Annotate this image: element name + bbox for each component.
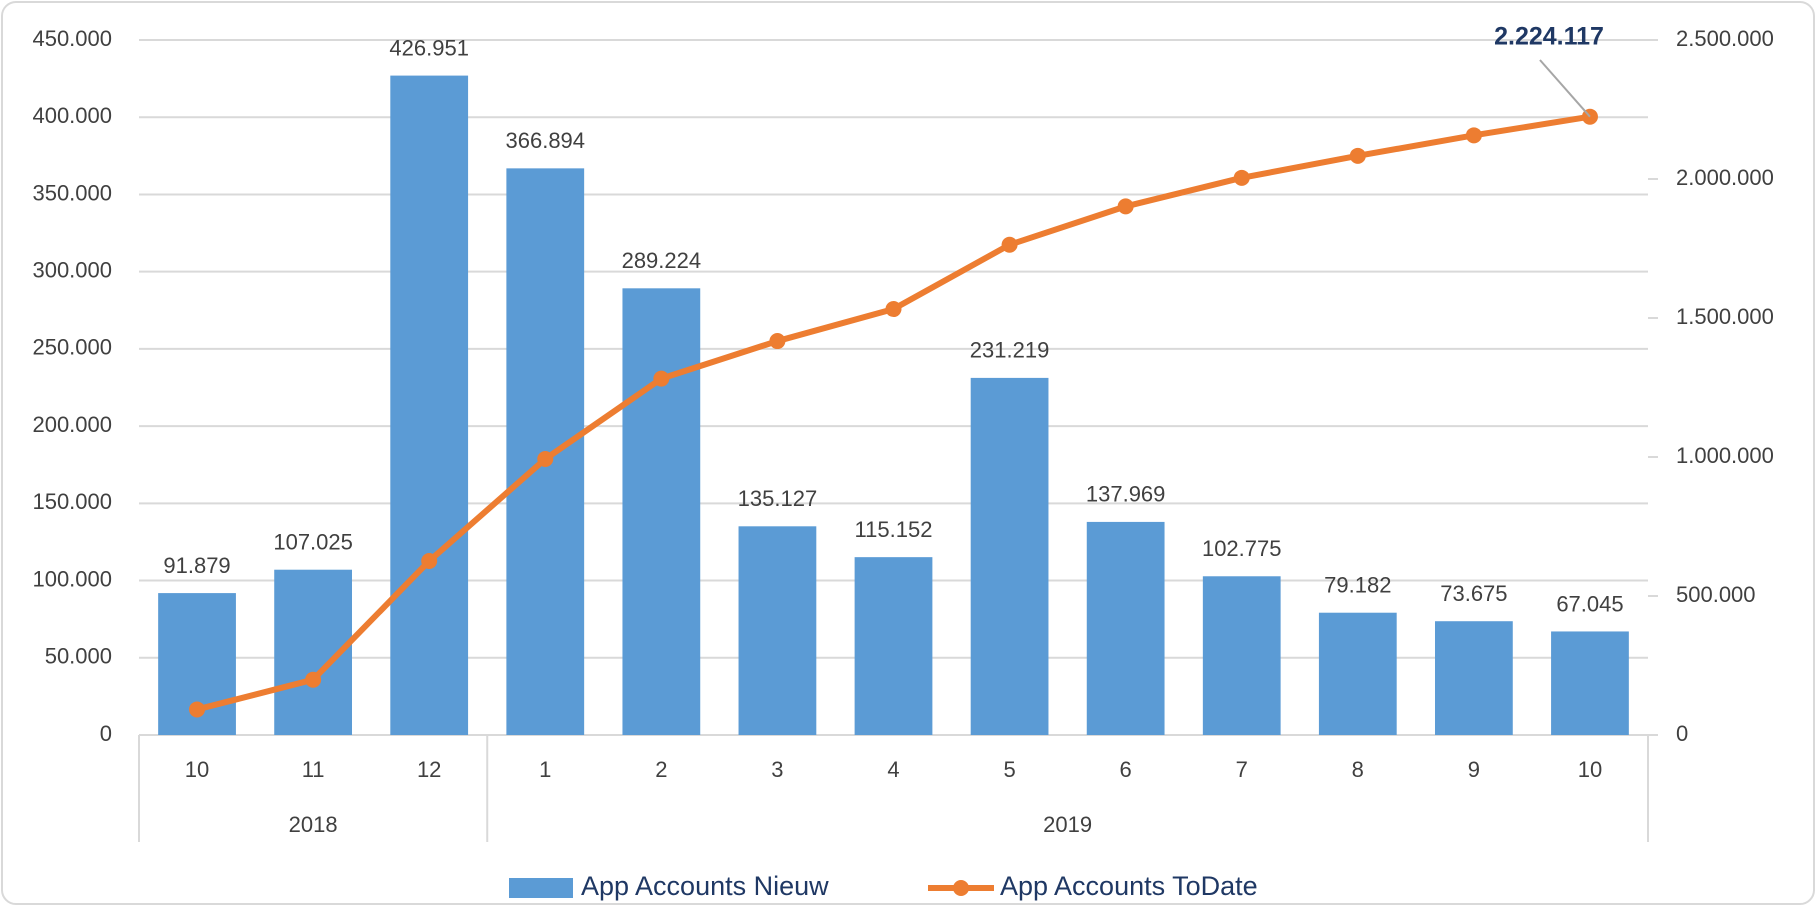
data-label: 115.152 xyxy=(855,517,933,542)
x-tick-label: 3 xyxy=(771,757,783,782)
y-tick-label: 350.000 xyxy=(32,180,112,205)
x-tick-label: 2 xyxy=(655,757,667,782)
data-label: 366.894 xyxy=(506,128,586,153)
y-tick-label: 300.000 xyxy=(32,257,112,282)
data-label: 137.969 xyxy=(1086,482,1166,507)
x-tick-label: 10 xyxy=(1578,757,1602,782)
line-marker xyxy=(769,333,786,350)
y-tick-label: 400.000 xyxy=(32,103,112,128)
y-tick-label: 250.000 xyxy=(32,335,112,360)
x-tick-label: 6 xyxy=(1120,757,1132,782)
bar xyxy=(1086,521,1165,735)
bar xyxy=(1551,631,1629,735)
y2-tick-label: 1.500.000 xyxy=(1676,304,1774,329)
data-label: 91.879 xyxy=(163,553,230,578)
bar xyxy=(970,377,1049,735)
data-label: 67.045 xyxy=(1556,591,1623,616)
data-label: 289.224 xyxy=(622,248,702,273)
y-tick-label: 0 xyxy=(100,721,112,746)
data-label: 102.775 xyxy=(1202,536,1282,561)
y-tick-label: 200.000 xyxy=(32,412,112,437)
legend-swatch-marker xyxy=(953,880,969,896)
legend-label: App Accounts Nieuw xyxy=(581,871,829,901)
x-tick-label: 8 xyxy=(1352,757,1364,782)
line-marker xyxy=(1349,147,1366,164)
x-tick-label: 9 xyxy=(1468,757,1480,782)
line-marker xyxy=(305,671,322,688)
data-label: 73.675 xyxy=(1440,581,1507,606)
x-tick-label: 12 xyxy=(417,757,441,782)
legend-swatch xyxy=(509,878,573,898)
y-tick-label: 450.000 xyxy=(32,26,112,51)
y2-tick-label: 500.000 xyxy=(1676,582,1756,607)
line-marker xyxy=(653,370,670,387)
y2-tick-label: 2.500.000 xyxy=(1676,26,1774,51)
y-tick-label: 50.000 xyxy=(45,644,112,669)
line-marker xyxy=(189,701,206,718)
x-tick-label: 7 xyxy=(1236,757,1248,782)
data-label: 79.182 xyxy=(1324,573,1391,598)
x-tick-label: 5 xyxy=(1003,757,1015,782)
line-marker xyxy=(1465,127,1482,144)
data-label: 231.219 xyxy=(970,338,1050,363)
data-label: 426.951 xyxy=(389,35,469,60)
bar xyxy=(390,75,469,735)
line-marker xyxy=(885,301,902,318)
y2-tick-label: 2.000.000 xyxy=(1676,165,1774,190)
line-marker xyxy=(537,451,554,468)
line-marker xyxy=(1233,169,1250,186)
data-label: 2.224.117 xyxy=(1494,23,1604,51)
legend-label: App Accounts ToDate xyxy=(1000,871,1258,901)
bar xyxy=(1318,612,1397,735)
x-tick-label: 4 xyxy=(887,757,899,782)
x-group-label: 2019 xyxy=(1043,812,1092,837)
bar xyxy=(622,288,701,735)
y2-tick-label: 1.000.000 xyxy=(1676,443,1774,468)
data-label: 135.127 xyxy=(738,486,818,511)
y-tick-label: 150.000 xyxy=(32,489,112,514)
bar xyxy=(1434,621,1513,735)
bar xyxy=(1202,576,1281,735)
y-tick-label: 100.000 xyxy=(32,566,112,591)
line-marker xyxy=(421,553,438,570)
x-group-label: 2018 xyxy=(289,812,338,837)
x-tick-label: 1 xyxy=(539,757,551,782)
y2-tick-label: 0 xyxy=(1676,721,1688,746)
bar xyxy=(738,526,817,735)
bar xyxy=(854,557,933,735)
x-tick-label: 11 xyxy=(302,757,325,782)
x-tick-label: 10 xyxy=(185,757,209,782)
label-leader xyxy=(1539,59,1591,118)
line-marker xyxy=(1001,236,1018,253)
line-marker xyxy=(1117,198,1134,215)
data-label: 107.025 xyxy=(273,530,353,555)
